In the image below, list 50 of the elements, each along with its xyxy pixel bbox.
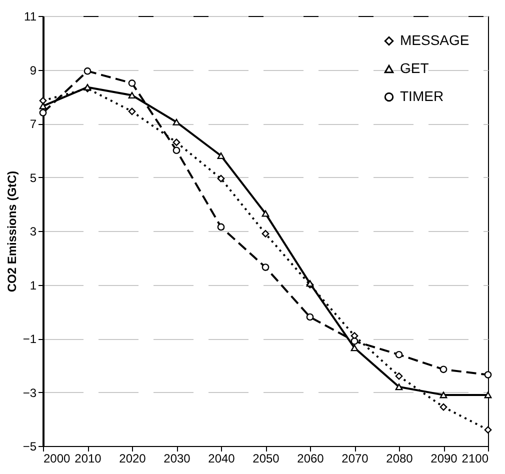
point bbox=[484, 392, 492, 398]
x-tick-label: 2100 bbox=[462, 452, 489, 466]
x-tick-label: 2070 bbox=[342, 452, 369, 466]
point bbox=[350, 344, 358, 352]
y-tick-label: −1 bbox=[22, 332, 37, 346]
point bbox=[39, 109, 47, 116]
point bbox=[395, 350, 403, 358]
y-tick-label: 9 bbox=[30, 63, 37, 78]
x-tick-label: 2000 bbox=[44, 452, 71, 466]
x-tick-label: 2050 bbox=[252, 452, 280, 466]
point bbox=[395, 372, 403, 380]
x-tick-label: 2040 bbox=[208, 452, 236, 466]
point bbox=[128, 108, 136, 116]
point bbox=[350, 338, 358, 345]
y-tick-label: 5 bbox=[30, 170, 37, 185]
x-tick-label: 2080 bbox=[386, 452, 414, 466]
x-tick-label: 2030 bbox=[164, 452, 191, 466]
point bbox=[262, 264, 270, 271]
point bbox=[440, 392, 448, 398]
point bbox=[217, 174, 225, 182]
point bbox=[440, 403, 448, 411]
point bbox=[484, 426, 492, 434]
point bbox=[262, 230, 270, 238]
point bbox=[484, 371, 492, 378]
y-tick-label: 3 bbox=[30, 224, 37, 238]
point bbox=[172, 146, 180, 154]
y-tick-label: −3 bbox=[22, 386, 37, 400]
y-tick-label: 7 bbox=[30, 117, 37, 131]
y-axis-title: CO2 Emissions (GtC) bbox=[4, 170, 19, 292]
point bbox=[84, 67, 92, 75]
x-tick-label: 2010 bbox=[74, 452, 102, 466]
point bbox=[306, 313, 314, 321]
legend-label: TIMER bbox=[400, 88, 444, 104]
x-tick-label: 2090 bbox=[430, 452, 458, 466]
point bbox=[172, 138, 180, 146]
legend-label: MESSAGE bbox=[400, 32, 470, 48]
y-tick-label: 1 bbox=[30, 278, 37, 292]
point bbox=[172, 118, 180, 126]
x-tick-label: 2060 bbox=[297, 452, 324, 466]
point bbox=[395, 384, 403, 390]
x-tick-label: 2020 bbox=[119, 452, 146, 466]
y-tick-label: −5 bbox=[22, 440, 37, 454]
point bbox=[128, 92, 136, 99]
point bbox=[217, 152, 225, 160]
point bbox=[262, 210, 270, 217]
legend-label: GET bbox=[400, 60, 430, 76]
point bbox=[217, 223, 225, 231]
point bbox=[128, 80, 136, 87]
y-tick-label: 11 bbox=[24, 10, 37, 24]
point bbox=[440, 366, 448, 374]
